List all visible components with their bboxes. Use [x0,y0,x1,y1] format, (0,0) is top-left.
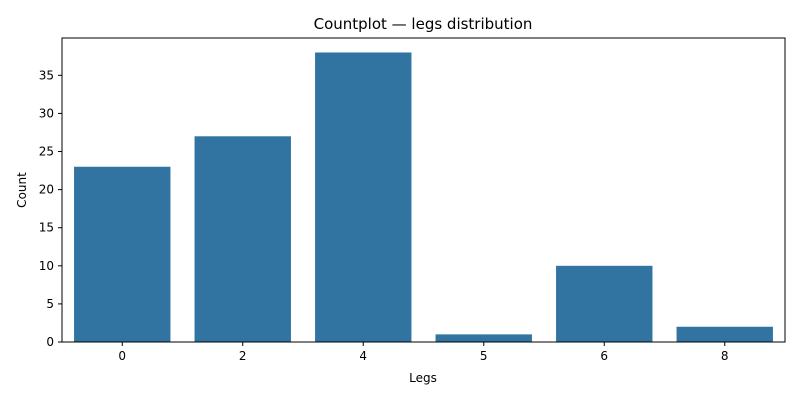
y-tick-label: 0 [46,335,54,349]
bars-group [74,52,773,342]
bar-6 [556,265,653,342]
bar-8 [676,326,773,342]
y-axis: 0 5 10 15 20 25 30 35 [39,68,62,349]
y-tick-label: 20 [39,183,54,197]
bar-0 [74,166,171,342]
y-tick-label: 30 [39,106,54,120]
x-axis: 0 2 4 5 6 8 [118,342,729,363]
plot-frame [61,37,786,343]
y-axis-label: Count [15,172,29,208]
bar-4 [315,52,412,342]
y-tick-label: 10 [39,259,54,273]
x-tick-label: 6 [600,349,608,363]
x-tick-label: 0 [118,349,126,363]
chart-title: Countplot — legs distribution [314,15,533,33]
x-axis-label: Legs [409,371,437,385]
x-tick-label: 8 [721,349,729,363]
y-tick-label: 15 [39,221,54,235]
bar-5 [435,334,532,342]
y-tick-label: 5 [46,297,54,311]
bar-2 [194,136,291,342]
x-tick-label: 4 [359,349,367,363]
y-tick-label: 35 [39,68,54,82]
x-tick-label: 5 [480,349,488,363]
x-tick-label: 2 [239,349,247,363]
y-tick-label: 25 [39,145,54,159]
